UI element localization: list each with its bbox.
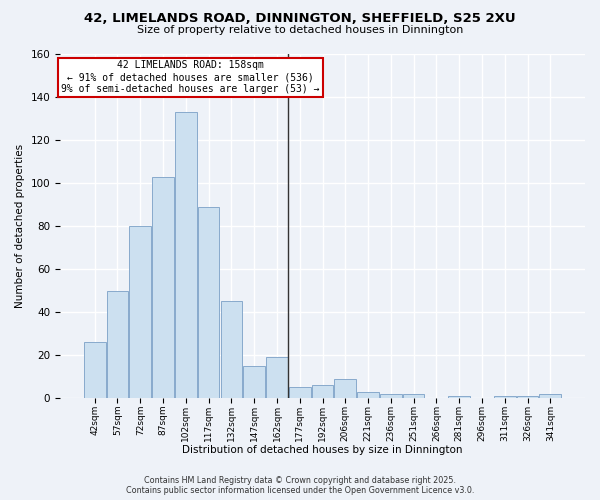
- Bar: [244, 366, 265, 398]
- Text: 42 LIMELANDS ROAD: 158sqm
← 91% of detached houses are smaller (536)
9% of semi-: 42 LIMELANDS ROAD: 158sqm ← 91% of detac…: [61, 60, 320, 94]
- Bar: [311, 386, 334, 398]
- Bar: [289, 388, 311, 398]
- Bar: [494, 396, 515, 398]
- Bar: [403, 394, 424, 398]
- Bar: [357, 392, 379, 398]
- Bar: [130, 226, 151, 398]
- Bar: [266, 358, 288, 398]
- Bar: [175, 112, 197, 398]
- Text: 42, LIMELANDS ROAD, DINNINGTON, SHEFFIELD, S25 2XU: 42, LIMELANDS ROAD, DINNINGTON, SHEFFIEL…: [84, 12, 516, 26]
- Bar: [539, 394, 561, 398]
- Bar: [107, 290, 128, 398]
- Bar: [380, 394, 401, 398]
- Bar: [334, 379, 356, 398]
- Bar: [152, 176, 174, 398]
- Bar: [84, 342, 106, 398]
- Bar: [221, 302, 242, 398]
- Text: Contains HM Land Registry data © Crown copyright and database right 2025.
Contai: Contains HM Land Registry data © Crown c…: [126, 476, 474, 495]
- Bar: [198, 206, 220, 398]
- Y-axis label: Number of detached properties: Number of detached properties: [15, 144, 25, 308]
- Bar: [448, 396, 470, 398]
- X-axis label: Distribution of detached houses by size in Dinnington: Distribution of detached houses by size …: [182, 445, 463, 455]
- Text: Size of property relative to detached houses in Dinnington: Size of property relative to detached ho…: [137, 25, 463, 35]
- Bar: [517, 396, 538, 398]
